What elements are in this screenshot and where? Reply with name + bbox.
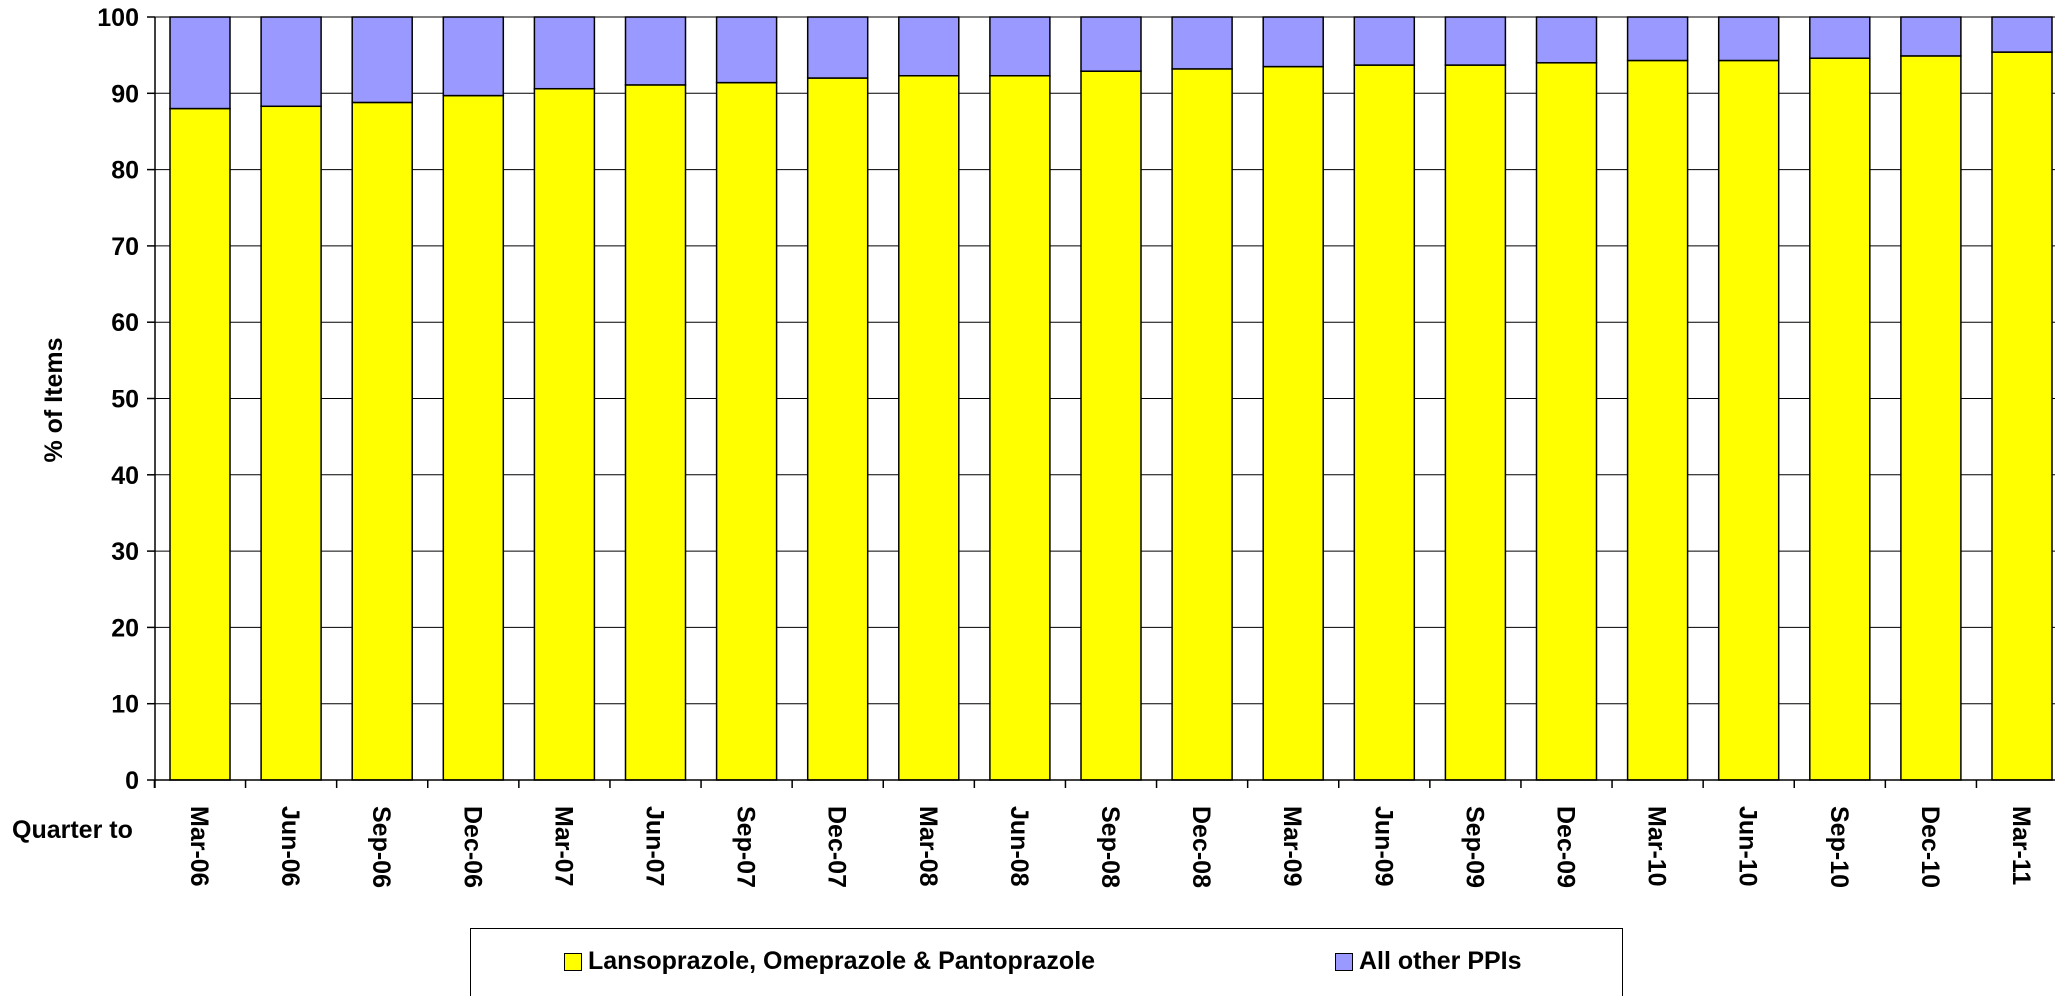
y-tick-label: 10 (111, 691, 139, 719)
x-tick-label: Sep-06 (367, 806, 395, 888)
legend-swatch-blue (1335, 952, 1353, 971)
legend-swatch-yellow (564, 952, 582, 971)
bar-segment-series-1 (1080, 70, 1142, 781)
bar-segment-series-2 (1353, 16, 1416, 66)
x-tick-label: Sep-10 (1825, 806, 1853, 888)
x-tick-label: Dec-08 (1187, 806, 1215, 888)
bar-segment-series-1 (1991, 51, 2053, 781)
bar-segment-series-2 (624, 16, 687, 86)
bar-segment-series-1 (624, 84, 687, 781)
bar-segment-series-2 (1991, 16, 2053, 53)
bar-segment-series-2 (715, 16, 778, 84)
legend-item-series-2: All other PPIs (1335, 947, 1522, 976)
legend-label-series-2: All other PPIs (1359, 947, 1522, 975)
bar-segment-series-2 (806, 16, 869, 79)
x-tick-label: Dec-09 (1552, 806, 1580, 888)
bar-segment-series-2 (1171, 16, 1233, 70)
x-tick-label: Dec-07 (823, 806, 851, 888)
bars (169, 16, 2053, 781)
bar-segment-series-2 (898, 16, 960, 77)
bar-segment-series-1 (1262, 65, 1324, 781)
bar-segment-series-2 (989, 16, 1051, 77)
bar-segment-series-1 (715, 81, 778, 781)
y-tick-label: 50 (111, 386, 139, 414)
y-tick-label: 0 (125, 767, 139, 795)
y-tick-label: 80 (111, 157, 139, 185)
y-tick-label: 100 (97, 4, 139, 32)
bar-segment-series-2 (260, 16, 322, 108)
x-tick-label: Jun-10 (1734, 806, 1762, 887)
bar-segment-series-2 (442, 16, 505, 97)
x-tick-label: Jun-06 (276, 806, 304, 887)
x-tick-label: Dec-06 (458, 806, 486, 888)
bar-segment-series-1 (1353, 64, 1416, 781)
bar-segment-series-2 (1900, 16, 1962, 57)
bar-segment-series-2 (533, 16, 596, 90)
bar-segment-series-2 (1262, 16, 1324, 68)
x-tick-label: Mar-07 (549, 806, 577, 887)
bar-segment-series-1 (260, 105, 322, 781)
bar-segment-series-2 (1444, 16, 1507, 66)
legend-item-series-1: Lansoprazole, Omeprazole & Pantoprazole (564, 947, 1095, 976)
bar-segment-series-1 (169, 107, 231, 781)
axes: 0 10 20 30 40 50 60 70 80 90 100 Mar-06 Jun-06 Sep-06… (97, 4, 2055, 888)
bar-segment-series-1 (989, 75, 1051, 781)
x-tick-label: Sep-08 (1096, 806, 1124, 888)
bar-segment-series-1 (898, 75, 960, 781)
x-axis-title: Quarter to (12, 816, 133, 844)
x-tick-label: Jun-08 (1005, 806, 1033, 887)
bar-segment-series-1 (1626, 59, 1689, 781)
bar-segment-series-1 (1171, 68, 1233, 781)
bar-segment-series-2 (1080, 16, 1142, 72)
x-tick-label: Mar-09 (1278, 806, 1306, 887)
x-tick-label: Mar-06 (185, 806, 213, 887)
x-tick-label: Mar-10 (1643, 806, 1671, 887)
bar-segment-series-2 (1717, 16, 1780, 62)
y-tick-label: 60 (111, 309, 139, 337)
bar-segment-series-1 (1444, 64, 1507, 781)
x-tick-label: Jun-09 (1369, 806, 1397, 887)
y-tick-label: 90 (111, 80, 139, 108)
bar-segment-series-1 (806, 77, 869, 781)
y-axis-title: % of Items (40, 337, 68, 462)
x-tick-label: Sep-09 (1460, 806, 1488, 888)
bar-segment-series-1 (1535, 62, 1598, 781)
y-tick-label: 70 (111, 233, 139, 261)
x-tick-label: Sep-07 (732, 806, 760, 888)
bar-segment-series-2 (1535, 16, 1598, 64)
bar-segment-series-2 (351, 16, 413, 104)
y-tick-label: 40 (111, 462, 139, 490)
bar-segment-series-1 (442, 94, 505, 781)
bar-segment-series-1 (1900, 55, 1962, 781)
bar-segment-series-1 (351, 101, 413, 781)
y-tick-label: 30 (111, 538, 139, 566)
legend-label-series-1: Lansoprazole, Omeprazole & Pantoprazole (588, 947, 1096, 975)
legend: Lansoprazole, Omeprazole & Pantoprazole … (470, 928, 1623, 996)
bar-segment-series-1 (533, 87, 596, 781)
y-tick-label: 20 (111, 614, 139, 642)
x-tick-label: Mar-11 (2007, 806, 2035, 885)
bar-segment-series-2 (1626, 16, 1689, 62)
bar-segment-series-2 (169, 16, 231, 110)
x-tick-label: Mar-08 (914, 806, 942, 887)
bar-segment-series-1 (1717, 59, 1780, 781)
bar-segment-series-1 (1809, 57, 1871, 781)
bar-segment-series-2 (1809, 16, 1871, 59)
x-tick-label: Dec-10 (1916, 806, 1944, 888)
x-tick-label: Jun-07 (641, 806, 669, 887)
